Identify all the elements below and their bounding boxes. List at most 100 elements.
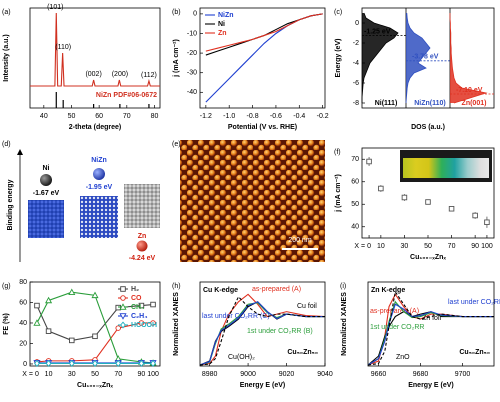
arrow-head (17, 149, 23, 155)
series-label: as-prepared (A) (252, 286, 301, 293)
legend-label: Ni (218, 21, 225, 28)
x-tick-label: 10 (45, 371, 53, 378)
panel-label: (i) (340, 283, 346, 290)
zn-atom (136, 240, 148, 252)
panel-label: (f) (334, 149, 341, 156)
x-axis-label: Cu₁₀₀₋ₓZnₓ (410, 254, 446, 261)
x-tick-label: 40 (40, 113, 48, 120)
peak-label: (101) (47, 4, 63, 11)
x-tick-label: 90 (138, 371, 146, 378)
marker (45, 328, 52, 334)
x-tick-label: 9700 (455, 371, 471, 378)
item-energy: -1.67 eV (33, 190, 60, 197)
legend-label: H₂ (131, 286, 139, 293)
y-tick-label: -2 (353, 40, 359, 47)
y-tick-label: 50 (351, 201, 359, 208)
legend-label: C₂H₄ (131, 313, 148, 320)
marker (425, 199, 431, 205)
y-tick-label: -8 (353, 100, 359, 107)
x-tick-label: -0.2 (317, 113, 329, 120)
series-label: as-prepared (A) (370, 308, 419, 315)
dos-fill (406, 13, 430, 103)
data-line (199, 301, 325, 366)
d-band-label: -3.78 eV (412, 54, 439, 61)
series-label: ZnO (396, 354, 410, 361)
y-tick-label: -30 (187, 70, 197, 77)
y-tick-label: 70 (351, 156, 359, 163)
marker (150, 359, 156, 367)
y-tick-label: 0 (193, 11, 197, 18)
legend-marker (120, 295, 126, 301)
x-tick-label: 8980 (202, 371, 218, 378)
item-name: Zn (138, 233, 147, 240)
y-axis-label: FE (%) (3, 313, 10, 335)
legend-label: NiZn (218, 12, 234, 19)
marker (150, 301, 156, 308)
peak-label: (200) (112, 71, 128, 78)
x-tick-label: 0 (35, 371, 39, 378)
marker (138, 359, 145, 367)
x-tick-label: 50 (91, 371, 99, 378)
x-axis-label: DOS (a.u.) (411, 124, 445, 131)
legend-marker (120, 286, 126, 292)
y-tick-label: 40 (19, 320, 27, 327)
data-line (199, 293, 326, 366)
x-tick-label: 90 (471, 243, 479, 250)
legend-label: Zn (218, 30, 227, 37)
x-tick-label: 100 (147, 371, 159, 378)
y-axis-label: j (mA cm⁻²) (335, 174, 342, 213)
y-axis-label: Intensity (a.u.) (3, 34, 10, 81)
marker (34, 359, 40, 367)
item-energy: -1.95 eV (86, 184, 113, 191)
series-label: last under CO₂RR (C) (448, 299, 500, 306)
ni-atom (40, 174, 52, 186)
y-tick-label: 20 (19, 340, 27, 347)
marker (115, 325, 121, 331)
marker (33, 319, 41, 326)
data-line (30, 12, 160, 87)
x-tick-label: 9660 (371, 371, 387, 378)
x-axis-label: Potential (V vs. RHE) (228, 124, 297, 131)
marker (115, 359, 122, 367)
item-energy: -4.24 eV (129, 255, 156, 262)
legend-marker (119, 313, 127, 320)
nizn-atom (93, 168, 105, 180)
panel-label: (e) (172, 141, 181, 148)
panel-label: (c) (334, 9, 342, 16)
x-axis-label: Energy E (eV) (408, 382, 454, 389)
vial-photo (400, 150, 492, 182)
x-tick-label: 30 (68, 371, 76, 378)
ni-slab (28, 200, 64, 238)
marker (366, 158, 372, 165)
x-tick-label: 9040 (317, 371, 333, 378)
y-tick-label: -4 (353, 60, 359, 67)
d-band-label: -7.10 eV (456, 87, 483, 94)
legend-label: CO (131, 295, 142, 302)
x-tick-label: 50 (424, 243, 432, 250)
x-tick-label: 10 (377, 243, 385, 250)
y-tick-label: -6 (353, 80, 359, 87)
x-tick-label: 60 (95, 113, 103, 120)
panel-label: (b) (172, 9, 181, 16)
series-label: NiZn(110) (414, 100, 446, 107)
plot-frame (199, 281, 326, 367)
marker (45, 296, 53, 304)
series-label: last under CO₂RR (C) (202, 313, 270, 320)
marker (378, 185, 384, 192)
x-tick-label: 9000 (240, 371, 256, 378)
annotation: Cu K-edge (203, 287, 238, 294)
series-label: Zn(001) (462, 100, 487, 107)
y-axis-label: Normalized XANES (341, 292, 348, 356)
marker (401, 194, 408, 201)
x-prefix: X = (22, 371, 33, 378)
vials (403, 158, 489, 178)
zn-slab (124, 184, 160, 228)
marker (115, 304, 121, 311)
data-line (199, 295, 325, 366)
marker (68, 288, 76, 295)
y-axis-label: Binding energy (7, 179, 14, 230)
legend-label: CH₄ (131, 304, 144, 311)
x-tick-label: 9680 (413, 371, 429, 378)
x-tick-label: -0.6 (270, 113, 282, 120)
